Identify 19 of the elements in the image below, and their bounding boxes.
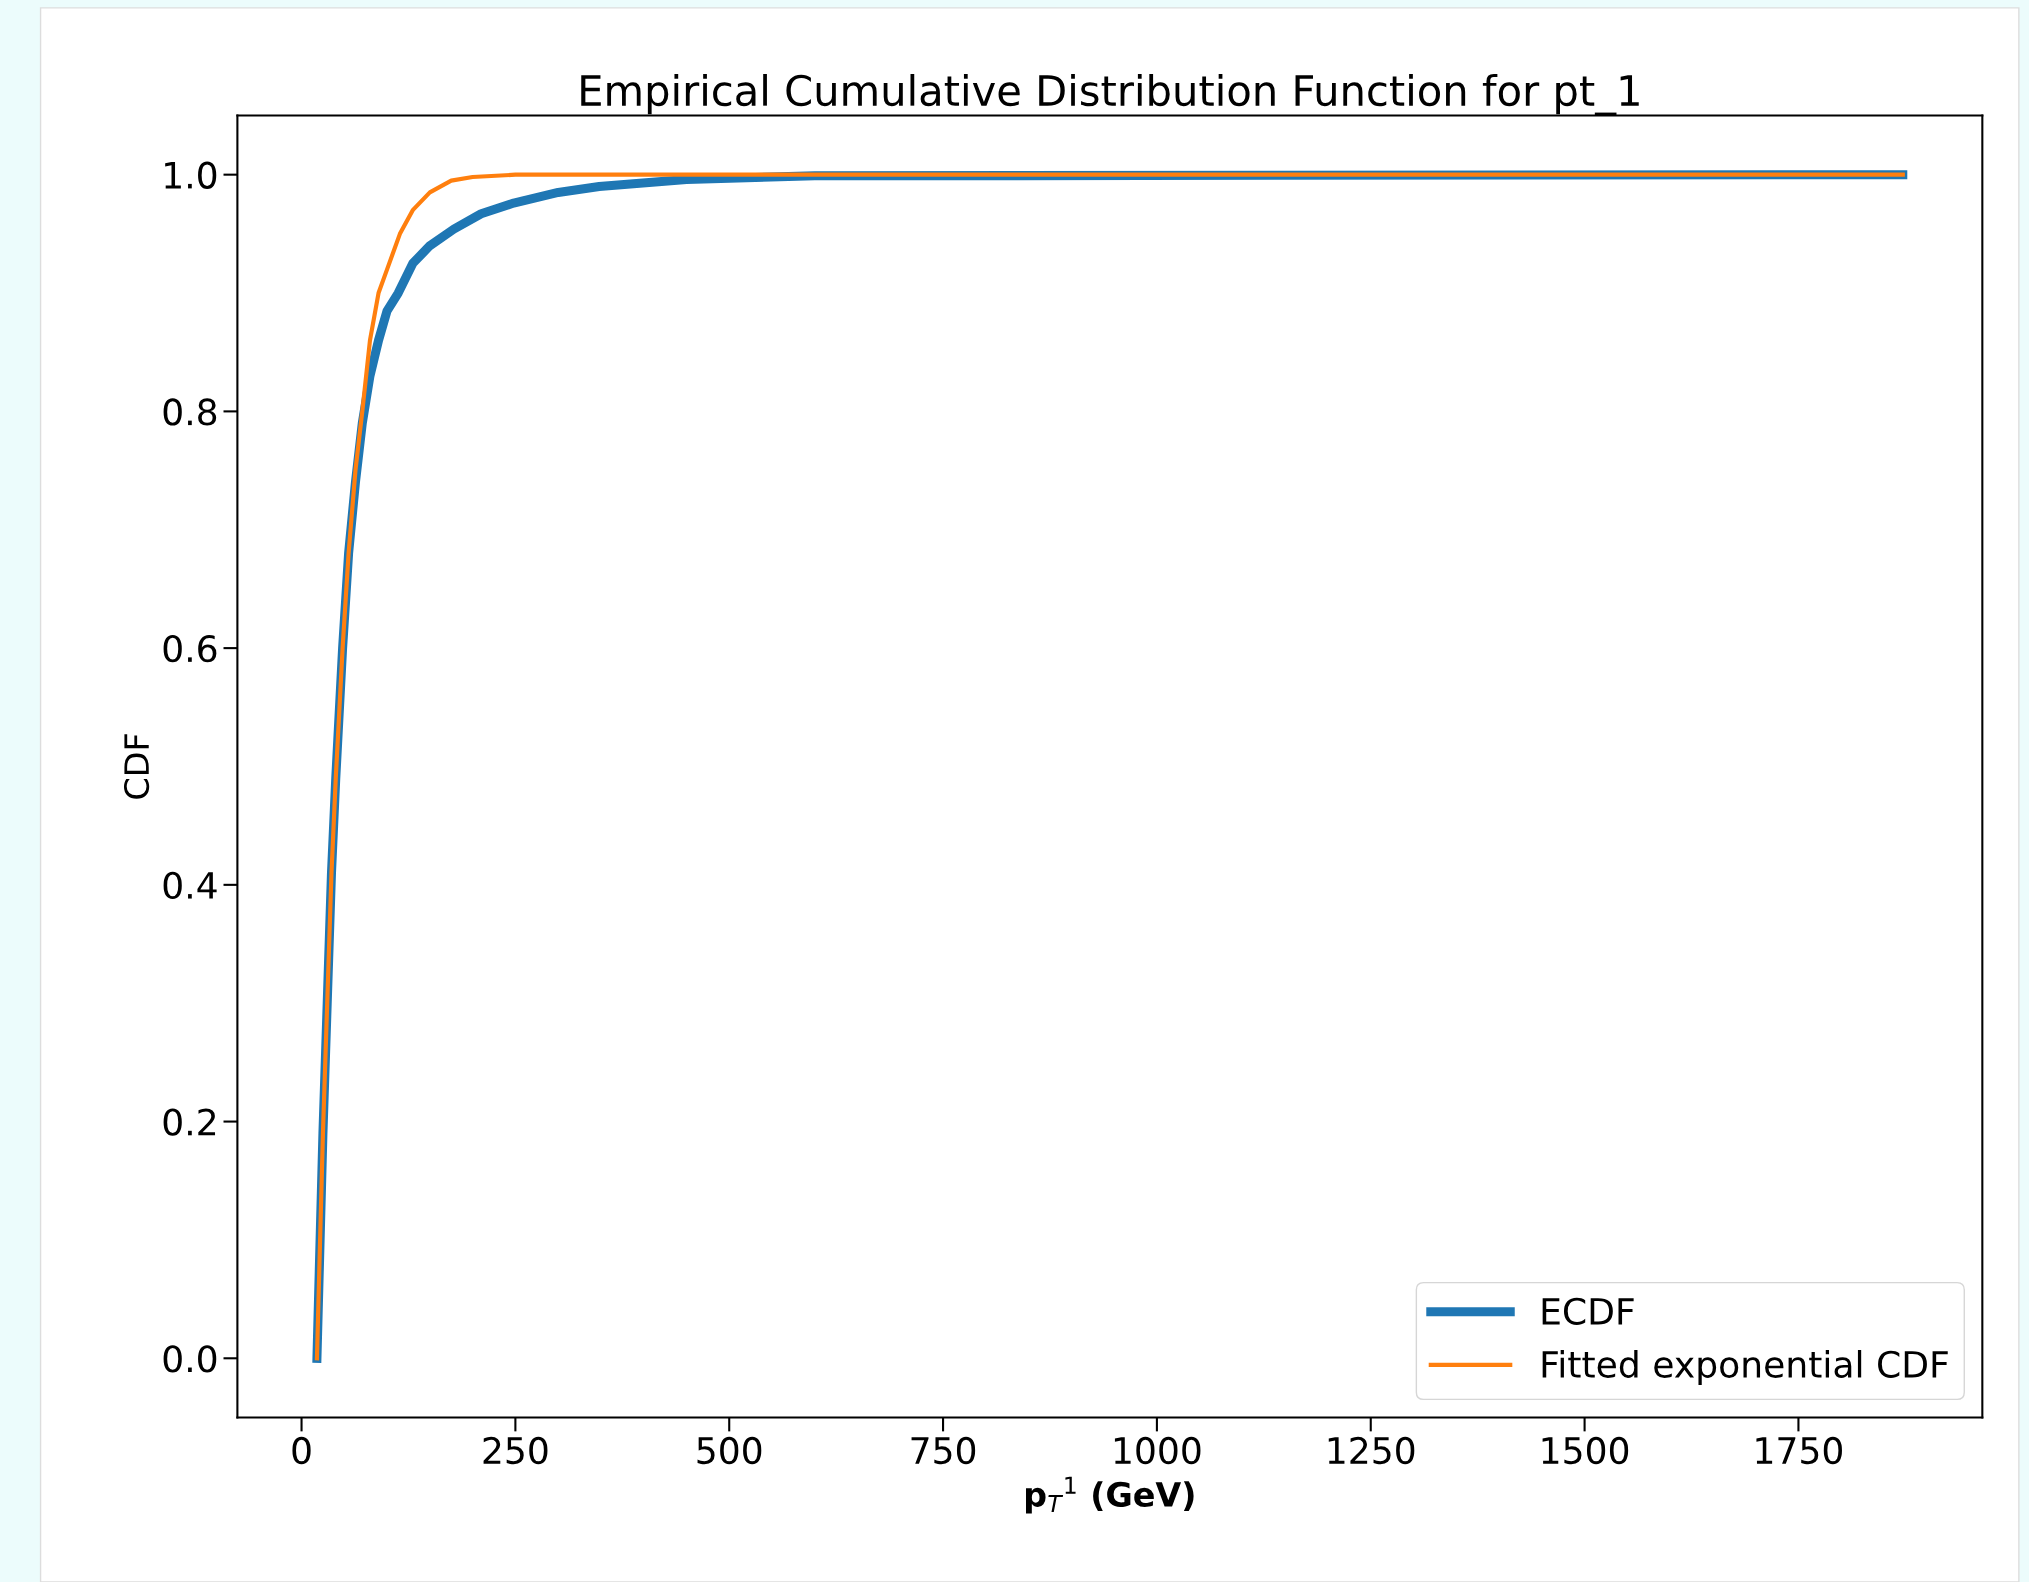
y-tick-label: 0.2 [163,1108,216,1136]
legend-label: Fitted exponential CDF [1542,1350,1948,1385]
x-tick-label: 500 [697,1436,762,1465]
y-tick-label: 0.4 [163,871,217,900]
x-tick-label: 1000 [1114,1436,1201,1465]
y-tick-label: 0.6 [163,635,217,663]
x-axis-title: p$_{T}$$^{1}$ (GeV) [1026,1476,1194,1514]
y-tick-label: 0.0 [163,1345,217,1373]
y-tick-label: 0.8 [163,398,217,426]
y-axis-title: CDF [123,734,150,799]
y-tick-label: 1.0 [165,161,217,189]
x-tick-label: 250 [483,1436,548,1465]
x-tick-label: 1250 [1328,1436,1415,1465]
x-tick-label: 750 [911,1436,976,1465]
legend-label: ECDF [1542,1297,1634,1325]
x-tick-label: 1750 [1756,1436,1842,1465]
chart-title: Empirical Cumulative Distribution Function for pt_1 [581,74,1639,116]
x-tick-label: 0 [292,1436,311,1465]
x-tick-label: 1500 [1542,1436,1629,1465]
